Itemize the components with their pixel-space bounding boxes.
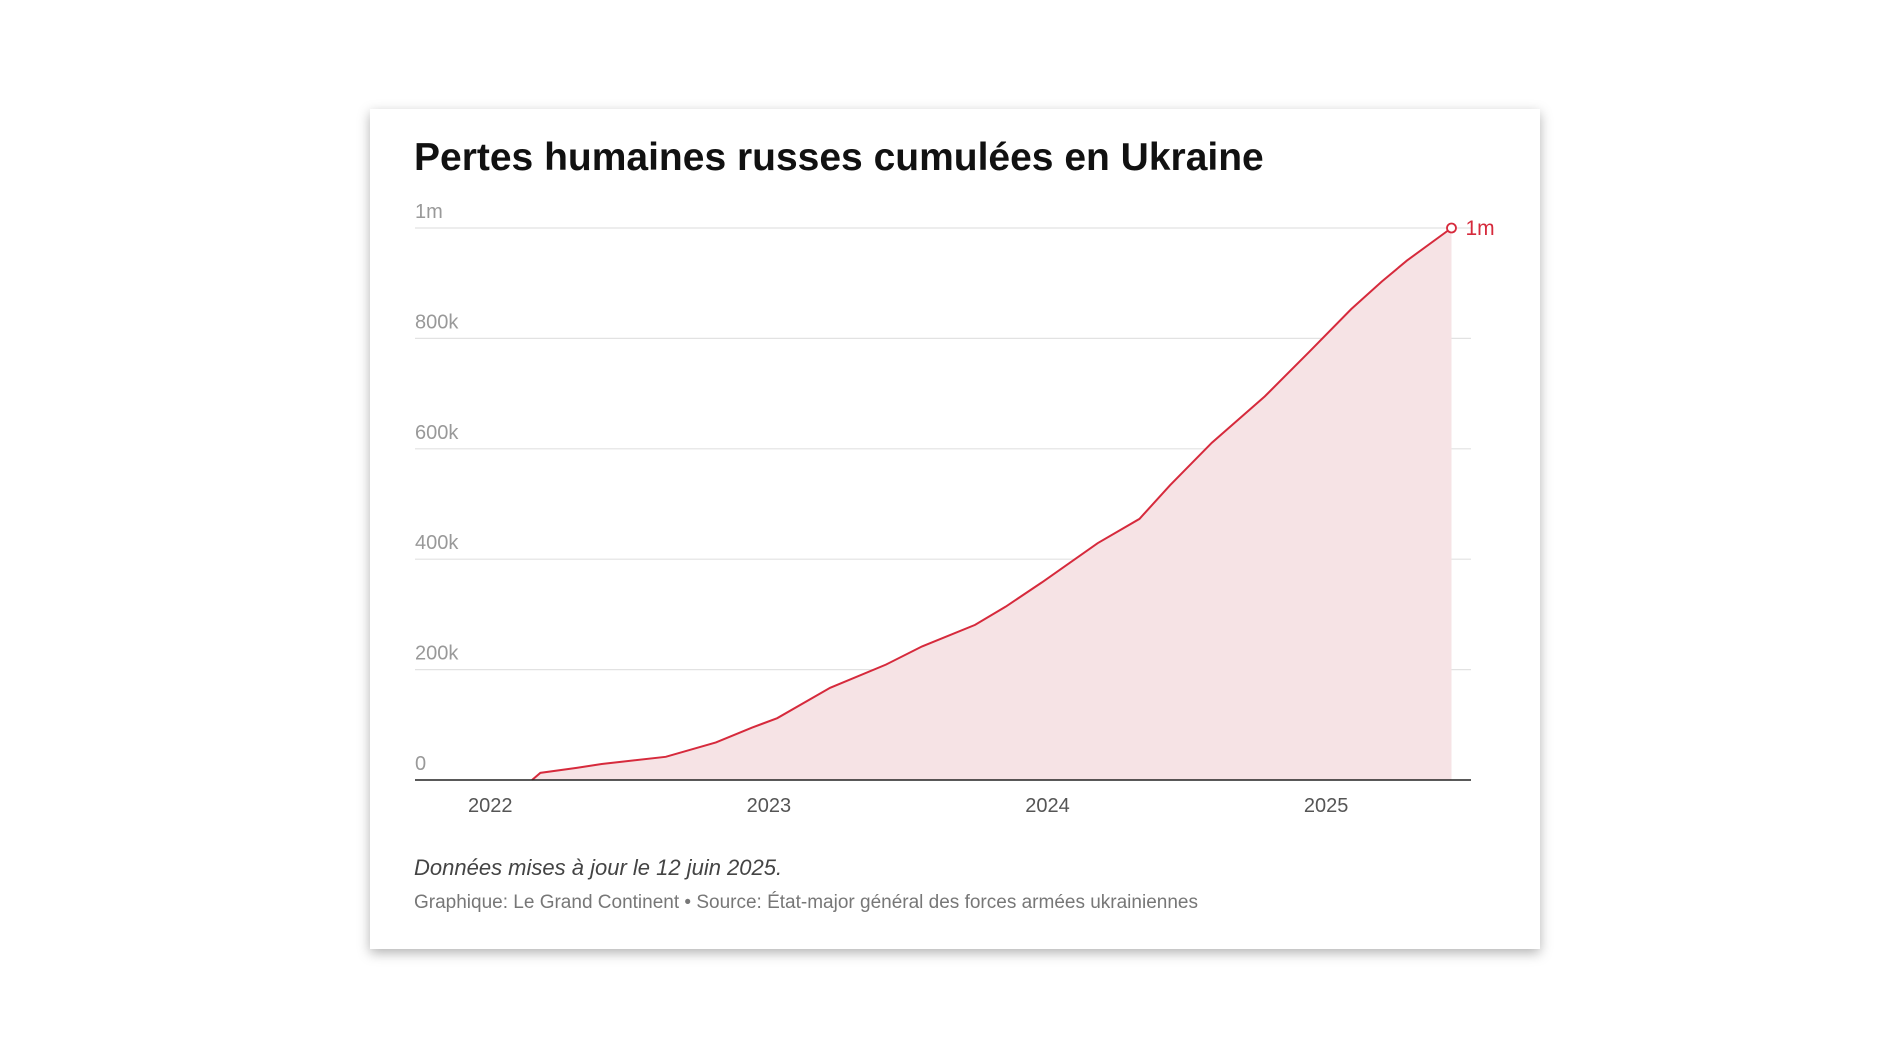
x-tick-label: 2023 [747,795,792,817]
x-tick-label: 2022 [468,795,513,817]
x-tick-label: 2025 [1304,795,1349,817]
y-tick-label: 0 [415,753,426,775]
end-marker [1446,222,1457,234]
note: Données mises à jour le 12 juin 2025. [414,855,782,880]
source: Graphique: Le Grand Continent • Source: … [414,892,1198,913]
y-tick-label: 200k [415,643,459,665]
x-tick-label: 2024 [1025,795,1070,817]
chart-title: Pertes humaines russes cumulées en Ukrai… [414,136,1264,179]
y-tick-label: 1m [415,201,443,223]
y-tick-label: 800k [415,311,459,333]
line [531,227,1453,781]
area-fill [532,228,1452,780]
y-tick-label: 400k [415,532,459,554]
value-label: 1m [1465,217,1494,240]
y-tick-label: 600k [415,422,459,444]
